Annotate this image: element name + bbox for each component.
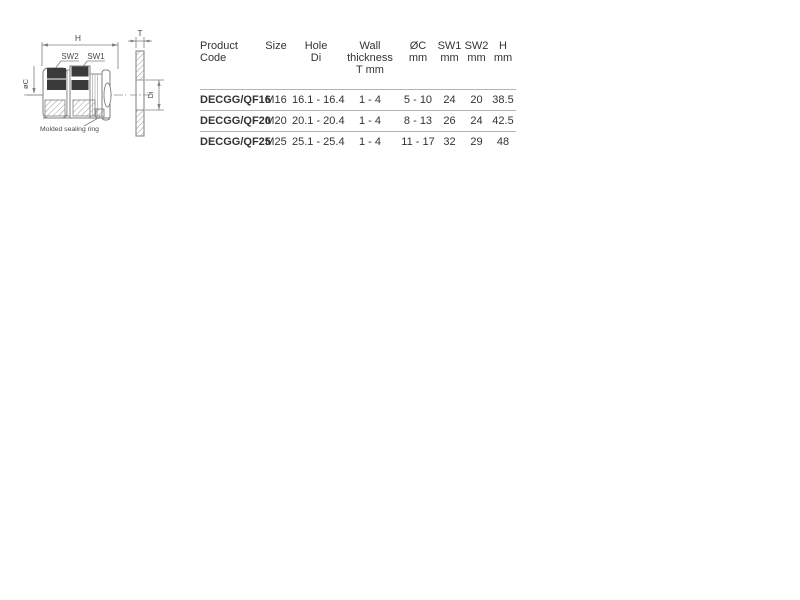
table-row: DECGG/QF16 M16 16.1 - 16.4 1 - 4 5 - 10 … [200,89,516,111]
knurl-band-sw1-top [71,66,89,77]
cell-oc: 11 - 17 [401,136,435,148]
dim-t-label: T [137,28,142,38]
dimension-h [41,42,119,69]
gland-body [42,65,112,121]
cell-product-code: DECGG/QF16 [200,94,271,106]
cell-sw2: 29 [470,136,483,148]
cell-sw2: 24 [470,115,483,127]
technical-drawing-svg: H SW2 SW1 [21,28,164,137]
table-row: DECGG/QF20 M20 20.1 - 20.4 1 - 4 8 - 13 … [200,110,516,132]
dimension-t [128,37,152,48]
cell-h: 42.5 [492,115,514,127]
header-sw1: SW1 mm [437,40,462,64]
cable-gland-drawing: H SW2 SW1 [18,26,208,158]
cell-sw2: 20 [470,94,483,106]
header-sw2: SW2 mm [464,40,489,64]
cell-wall-thickness: 1 - 4 [358,136,381,148]
spec-table-container: Product Code Size Hole Di Wall thickness… [200,40,520,152]
section-hatch-left [44,99,66,117]
cell-product-code: DECGG/QF25 [200,136,271,148]
cell-wall-thickness: 1 - 4 [358,94,381,106]
cell-product-code: DECGG/QF20 [200,115,271,127]
header-h: H mm [493,40,513,64]
cell-wall-thickness: 1 - 4 [358,115,381,127]
cell-h: 48 [496,136,510,148]
sealing-ring-face [103,82,112,108]
spec-table: Product Code Size Hole Di Wall thickness… [200,40,516,152]
cell-sw1: 24 [443,94,456,106]
header-oc: ØC mm [408,40,428,64]
cell-sw1: 26 [443,115,456,127]
dimension-oc [27,66,42,96]
cell-h: 38.5 [492,94,514,106]
section-hatch-right [72,99,96,117]
dimension-di [145,79,164,111]
label-sw2: SW2 [61,52,79,61]
cell-oc: 5 - 10 [403,94,433,106]
dim-di-label: Di [146,91,155,98]
header-size: Size [265,40,287,52]
header-hole-di: Hole Di [304,40,328,64]
molded-sealing-ring-section [95,108,105,119]
dim-oc-label: øC [21,78,30,89]
caption-leader [83,116,101,127]
cell-size: M20 [265,115,287,127]
panel-plate [130,50,151,137]
knurl-band-sw1-bottom [71,80,89,90]
label-sw1: SW1 [87,52,105,61]
dim-h-label: H [75,33,81,43]
cell-hole-di: 25.1 - 25.4 [292,136,345,148]
caption-molded-sealing-ring: Molded sealing ring [40,126,99,133]
cell-size: M16 [265,94,287,106]
cell-hole-di: 20.1 - 20.4 [292,115,345,127]
cell-sw1: 32 [443,136,456,148]
spec-table-header: Product Code Size Hole Di Wall thickness… [200,40,516,90]
cell-hole-di: 16.1 - 16.4 [292,94,345,106]
cell-size: M25 [265,136,287,148]
header-wall-thickness: Wall thickness T mm [347,40,393,76]
header-product-code: Product Code [200,40,238,64]
table-row: DECGG/QF25 M25 25.1 - 25.4 1 - 4 11 - 17… [200,131,516,153]
cell-oc: 8 - 13 [403,115,433,127]
